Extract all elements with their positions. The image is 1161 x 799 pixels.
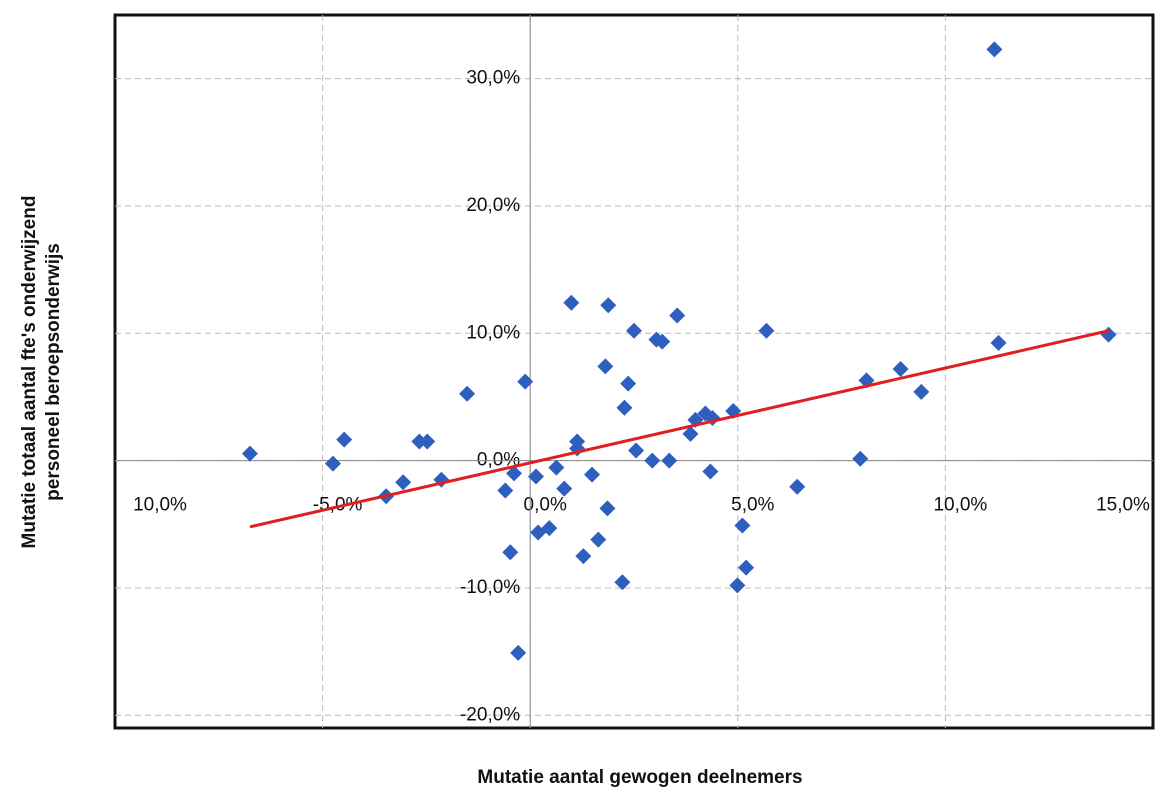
point xyxy=(541,520,558,537)
x-tick-label: -5,0% xyxy=(313,495,363,516)
point xyxy=(892,360,909,377)
point xyxy=(241,445,258,462)
point xyxy=(682,425,699,442)
point xyxy=(626,322,642,339)
point xyxy=(913,383,930,400)
point xyxy=(620,375,637,392)
point xyxy=(729,577,746,594)
y-axis-title: Mutatie totaal aantal fte's onderwijzend… xyxy=(19,196,64,549)
x-tick-label: 10,0% xyxy=(133,495,187,516)
point xyxy=(644,452,661,469)
point xyxy=(852,450,869,467)
y-axis-title-line: personeel beroepsonderwijs xyxy=(43,243,64,501)
point xyxy=(702,463,719,480)
point xyxy=(584,466,601,483)
x-tick-label: 0,0% xyxy=(524,495,567,516)
x-tick-label: 10,0% xyxy=(933,495,987,516)
point xyxy=(336,431,353,448)
point xyxy=(599,500,616,517)
point xyxy=(497,482,514,499)
point xyxy=(502,544,519,561)
point xyxy=(654,333,671,350)
y-tick-label: -10,0% xyxy=(460,577,520,598)
point xyxy=(734,517,751,534)
point xyxy=(614,574,631,591)
point xyxy=(738,559,755,576)
point xyxy=(548,459,565,476)
point xyxy=(395,474,412,491)
point xyxy=(990,334,1007,351)
point xyxy=(506,465,523,482)
y-axis-title-line: Mutatie totaal aantal fte's onderwijzend xyxy=(19,196,40,549)
point xyxy=(789,478,806,495)
x-tick-label: 5,0% xyxy=(731,495,774,516)
point xyxy=(324,455,341,472)
point xyxy=(575,548,592,565)
point xyxy=(600,297,617,314)
point xyxy=(758,322,775,339)
point xyxy=(661,452,678,469)
point xyxy=(628,442,645,459)
point xyxy=(528,468,545,485)
point xyxy=(597,358,614,375)
point xyxy=(517,373,534,390)
y-tick-label: 30,0% xyxy=(466,68,520,89)
point xyxy=(459,385,476,402)
x-tick-label: 15,0% xyxy=(1096,495,1150,516)
point xyxy=(669,307,686,324)
y-tick-label: 10,0% xyxy=(466,322,520,343)
point xyxy=(616,399,633,416)
point xyxy=(590,531,607,548)
point xyxy=(563,294,580,311)
point xyxy=(419,433,436,450)
x-axis-title: Mutatie aantal gewogen deelnemers xyxy=(477,767,802,788)
point xyxy=(986,41,1003,58)
trendline xyxy=(249,329,1109,529)
plot-frame xyxy=(113,13,1155,730)
point xyxy=(556,480,573,497)
y-tick-label: 20,0% xyxy=(466,195,520,216)
point xyxy=(510,644,527,661)
y-tick-label: -20,0% xyxy=(460,704,520,725)
point xyxy=(1100,326,1117,343)
